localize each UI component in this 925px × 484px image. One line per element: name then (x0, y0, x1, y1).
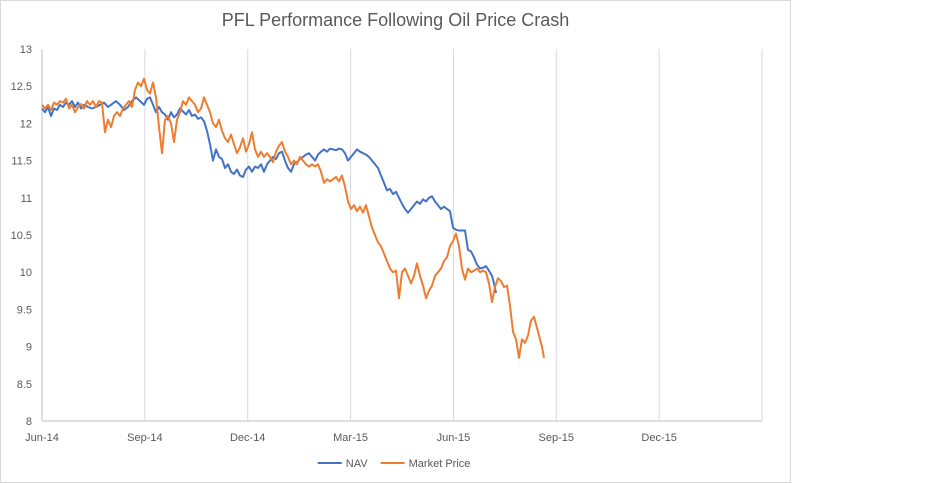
x-tick-label: Dec-15 (641, 432, 676, 444)
y-tick-label: 9.5 (17, 304, 32, 316)
series-lines (41, 77, 545, 359)
y-tick-label: 9 (26, 342, 32, 354)
y-tick-label: 8 (26, 416, 32, 428)
legend-label-market-price: Market Price (409, 458, 471, 470)
x-tick-label: Dec-14 (230, 432, 265, 444)
axes: Jun-14 Sep-14 Dec-14 Mar-15 Jun-15 Sep-15 Dec-… (11, 44, 762, 444)
y-tick-label: 11 (21, 193, 32, 205)
y-tick-label: 12 (20, 118, 32, 130)
x-tick-label: Jun-14 (25, 432, 59, 444)
y-tick-label: 13 (20, 44, 32, 56)
x-tick-label: Mar-15 (333, 432, 368, 444)
chart-title: PFL Performance Following Oil Price Cras… (221, 10, 570, 30)
y-tick-label: 10 (20, 267, 32, 279)
legend-label-nav: NAV (346, 458, 368, 470)
y-tick-label: 10.5 (11, 230, 32, 242)
y-tick-label: 12.5 (11, 81, 32, 93)
gridlines (144, 49, 763, 421)
y-tick-label: 8.5 (17, 379, 32, 391)
series-line-nav (41, 96, 497, 294)
legend: NAV Market Price (317, 458, 471, 470)
series-line-market-price (41, 77, 545, 359)
y-tick-label: 11.5 (11, 156, 32, 168)
x-tick-label: Sep-15 (539, 432, 574, 444)
x-tick-label: Sep-14 (127, 432, 162, 444)
x-tick-label: Jun-15 (437, 432, 471, 444)
